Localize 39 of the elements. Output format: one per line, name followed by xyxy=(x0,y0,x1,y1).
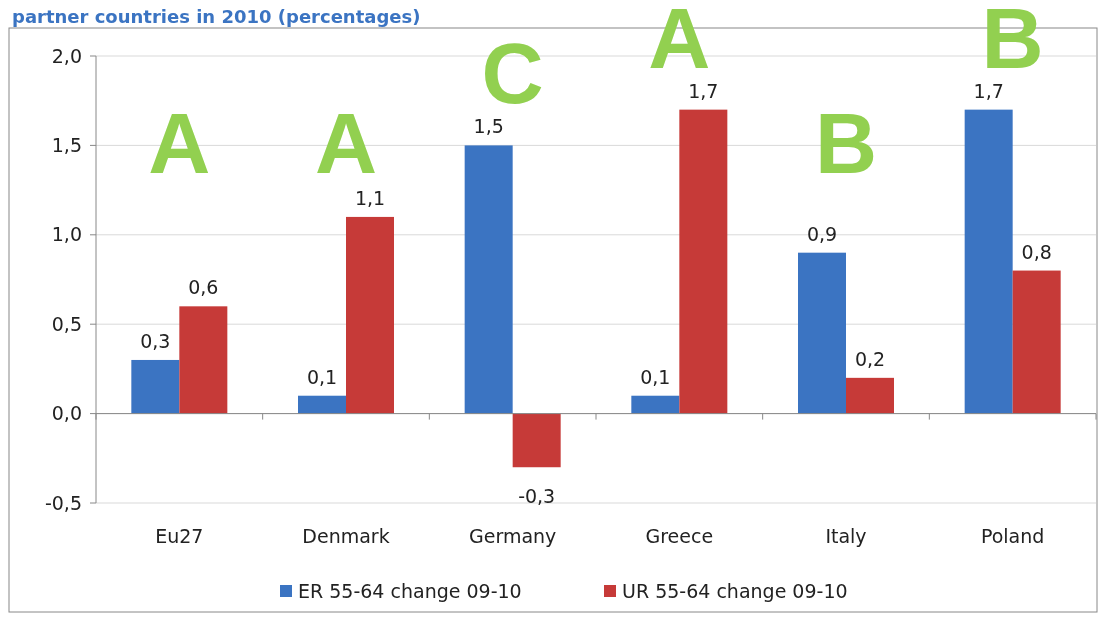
x-tick-label: Denmark xyxy=(302,525,390,547)
data-label: 0,3 xyxy=(140,329,171,352)
x-tick-label: Greece xyxy=(645,525,714,547)
data-label: 0,9 xyxy=(806,222,838,245)
data-label: 1,7 xyxy=(688,79,719,102)
y-tick-label: 1,0 xyxy=(51,223,82,246)
y-tick-label: 0,5 xyxy=(51,312,82,335)
legend-label: ER 55-64 change 09-10 xyxy=(298,579,522,602)
bar xyxy=(964,109,1013,414)
bar xyxy=(464,145,513,414)
bar xyxy=(346,216,394,414)
bar xyxy=(679,109,728,414)
x-tick-label: Eu27 xyxy=(155,525,204,547)
x-tick-label: Germany xyxy=(469,525,557,547)
bar xyxy=(1012,270,1061,414)
bar xyxy=(179,306,228,414)
bar xyxy=(798,252,846,414)
legend-label: UR 55-64 change 09-10 xyxy=(622,579,848,602)
annotation: A xyxy=(148,95,211,191)
y-tick-label: 0,0 xyxy=(51,402,82,425)
bar xyxy=(512,413,561,468)
chart-title: partner countries in 2010 (percentages) xyxy=(12,6,421,27)
data-label: 0,6 xyxy=(188,276,219,299)
bar xyxy=(131,359,180,414)
y-tick-label: 1,5 xyxy=(51,134,82,157)
bar xyxy=(631,395,680,414)
data-label: 1,7 xyxy=(973,79,1004,102)
data-label: -0,3 xyxy=(518,485,556,508)
data-label: 0,8 xyxy=(1021,240,1052,263)
bar xyxy=(846,377,894,414)
x-tick-label: Poland xyxy=(980,525,1045,547)
data-label: 0,2 xyxy=(854,347,886,370)
y-tick-label: -0,5 xyxy=(44,491,82,514)
y-tick-label: 2,0 xyxy=(51,44,82,67)
data-label: 0,1 xyxy=(640,365,671,388)
x-tick-label: Italy xyxy=(825,525,867,547)
annotation: B xyxy=(814,95,878,191)
data-label: 0,1 xyxy=(306,365,338,388)
bar xyxy=(298,395,346,414)
